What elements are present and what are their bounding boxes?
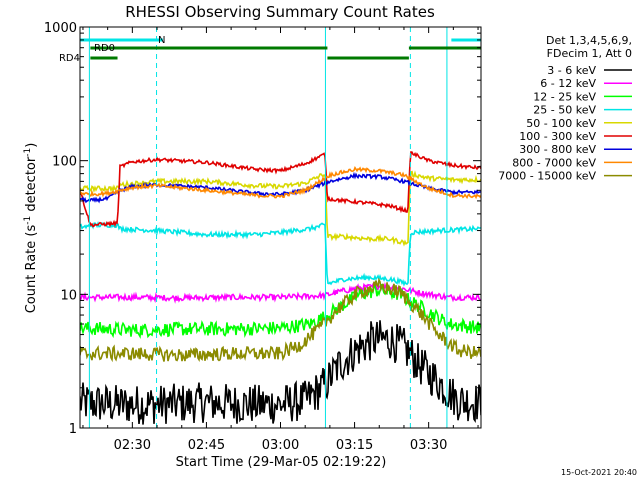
legend-label-6-12-kev: 6 - 12 keV [540, 77, 596, 90]
legend-label-300-800-kev: 300 - 800 keV [519, 143, 596, 156]
legend-label-100-300-kev: 100 - 300 keV [519, 130, 596, 143]
x-tick-label-02-45: 02:45 [188, 438, 225, 453]
legend-label-12-25-kev: 12 - 25 keV [533, 90, 596, 103]
x-tick-label-03-15: 03:15 [336, 438, 373, 453]
series-line-25-50-kev [80, 221, 481, 287]
date-stamp: 15-Oct-2021 20:40 [561, 468, 637, 477]
flag-label-rd0: RD0 [94, 43, 115, 54]
y-axis-label-part3: ) [24, 143, 39, 148]
x-tick-label-02-30: 02:30 [114, 438, 151, 453]
series-line-100-300-kev [80, 151, 481, 228]
legend-label-3-6-kev: 3 - 6 keV [547, 64, 596, 77]
x-axis: 02:30 02:45 03:00 03:15 03:30 [82, 27, 479, 453]
y-tick-label-1000: 1000 [44, 21, 77, 36]
legend-label-7000-15000-kev: 7000 - 15000 keV [498, 170, 596, 183]
x-tick-label-03-00: 03:00 [262, 438, 299, 453]
series-line-7000-15000-kev [80, 277, 481, 363]
y-axis-label-part1: Count Rate (s [24, 225, 39, 314]
legend: Det 1,3,4,5,6,9, FDecim 1, Att 0 3 - 6 k… [498, 34, 632, 183]
y-axis-label: Count Rate (s-1 detector-1) [23, 143, 39, 314]
series-line-800-7000-kev [80, 165, 481, 200]
y-axis-label-sup2: -1 [23, 148, 33, 157]
flag-label-n: N [158, 35, 165, 46]
legend-label-50-100-kev: 50 - 100 keV [526, 117, 596, 130]
legend-label-800-7000-kev: 800 - 7000 keV [512, 156, 596, 169]
y-tick-label-100: 100 [52, 155, 77, 170]
legend-label-25-50-kev: 25 - 50 keV [533, 104, 596, 117]
chart-title: RHESSI Observing Summary Count Rates [125, 3, 435, 21]
flag-label-rd4: RD4 [59, 53, 80, 64]
x-tick-label-03-30: 03:30 [410, 438, 447, 453]
y-tick-label-10: 10 [60, 288, 77, 303]
legend-header-line2: FDecim 1, Att 0 [547, 47, 632, 60]
series-line-12-25-kev [80, 283, 481, 340]
y-tick-label-1: 1 [69, 422, 77, 437]
legend-header-line1: Det 1,3,4,5,6,9, [546, 34, 632, 47]
y-axis-label-sup1: -1 [23, 216, 33, 225]
x-axis-label: Start Time (29-Mar-05 02:19:22) [176, 455, 387, 470]
series-line-3-6-kev [80, 320, 481, 425]
y-axis: 1 10 100 1000 [44, 21, 481, 437]
plot-area [80, 27, 481, 428]
series-line-6-12-kev [80, 281, 481, 304]
series-line-50-100-kev [80, 170, 481, 247]
y-axis-label-part2: detector [24, 156, 39, 216]
